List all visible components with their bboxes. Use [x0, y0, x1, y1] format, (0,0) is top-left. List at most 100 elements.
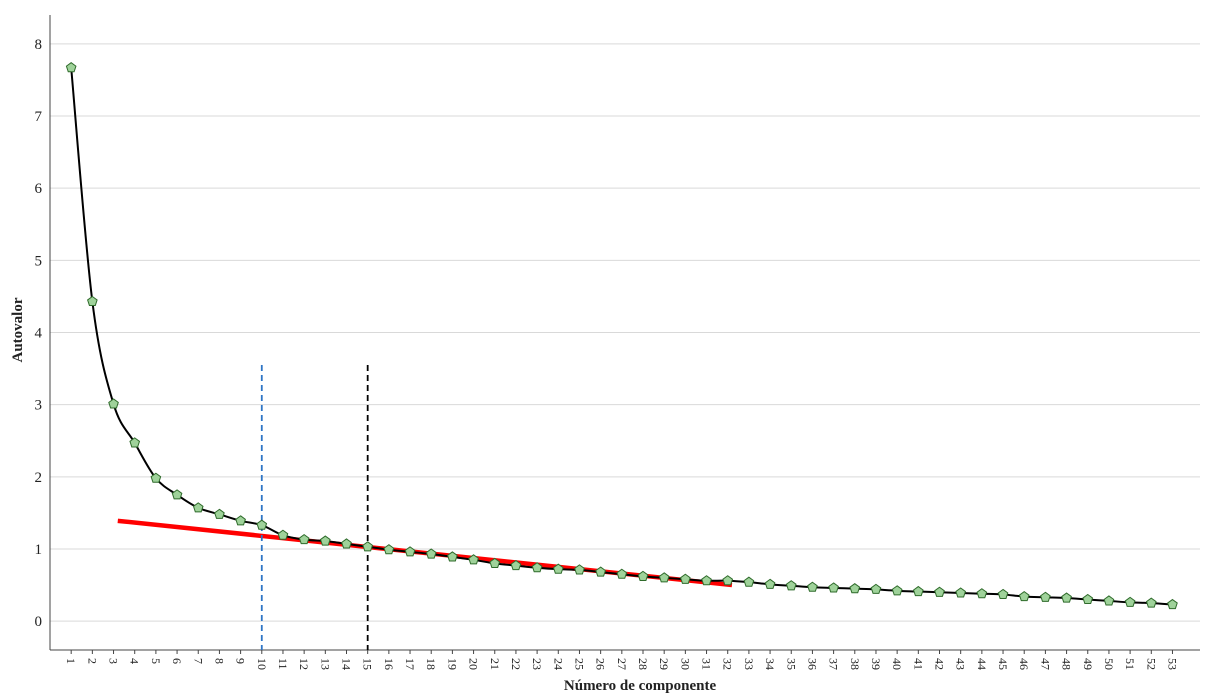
x-tick-label: 14 [340, 658, 354, 670]
gridlines [50, 43, 1200, 622]
x-axis-ticks: 1 2 3 4 5 6 7 8 9 10 11 12 13 14 15 16 17 18 19 20 21 22 23 24 2… [64, 650, 1179, 670]
x-tick-label: 1 [64, 658, 78, 664]
x-tick-label: 28 [636, 658, 650, 670]
y-tick-label: 7 [35, 109, 43, 125]
data-point-marker [891, 585, 903, 596]
data-point-marker [1167, 598, 1178, 610]
data-point-marker [743, 576, 755, 587]
annotations [117, 364, 733, 650]
x-tick-label: 9 [234, 658, 248, 664]
x-axis-title: Número de componente [564, 678, 717, 694]
x-tick-label: 43 [954, 658, 968, 670]
x-tick-label: 31 [700, 658, 714, 670]
data-point-marker [658, 572, 670, 583]
data-point-marker [574, 564, 585, 575]
data-point-marker [510, 559, 522, 571]
data-point-marker [404, 546, 416, 557]
x-tick-label: 36 [805, 658, 819, 670]
y-tick-label: 4 [35, 326, 43, 342]
data-point-marker [976, 588, 988, 599]
x-tick-label: 39 [869, 658, 883, 670]
data-point-marker [1082, 593, 1094, 605]
x-tick-label: 47 [1038, 658, 1052, 670]
data-point-marker [701, 575, 712, 586]
y-tick-label: 0 [35, 614, 43, 630]
data-point-marker [425, 548, 437, 559]
series [65, 62, 1178, 610]
data-point-marker [1145, 597, 1157, 608]
x-tick-label: 42 [933, 658, 947, 670]
x-tick-label: 29 [657, 658, 671, 670]
data-point-marker [489, 557, 501, 568]
data-point-marker [934, 586, 945, 597]
data-point-marker [552, 563, 564, 574]
data-point-marker [1040, 591, 1051, 602]
x-tick-label: 41 [911, 658, 925, 670]
data-point-marker [277, 529, 289, 540]
x-tick-label: 34 [763, 658, 777, 670]
data-point-marker [1103, 595, 1115, 606]
data-point-marker [722, 575, 734, 586]
y-axis-ticks: 0 1 2 3 4 5 6 7 8 [35, 37, 43, 630]
x-tick-label: 19 [445, 658, 459, 670]
data-point-marker [171, 489, 183, 500]
x-tick-label: 18 [424, 658, 438, 670]
x-tick-label: 22 [509, 658, 523, 670]
x-tick-label: 35 [784, 658, 798, 670]
y-tick-label: 2 [35, 470, 43, 486]
x-tick-label: 23 [530, 658, 544, 670]
x-tick-label: 25 [572, 658, 586, 670]
x-tick-label: 26 [594, 658, 608, 670]
x-tick-label: 5 [149, 658, 163, 664]
data-point-marker [383, 544, 395, 555]
data-point-marker [912, 585, 924, 597]
data-point-marker [870, 583, 882, 594]
data-point-marker [1018, 590, 1030, 602]
data-point-marker [256, 519, 268, 530]
x-tick-label: 24 [551, 658, 565, 670]
x-tick-label: 48 [1060, 658, 1074, 670]
y-tick-label: 3 [35, 398, 43, 414]
x-tick-label: 12 [297, 658, 311, 670]
data-point-marker [637, 570, 649, 581]
x-tick-label: 51 [1123, 658, 1137, 670]
data-point-marker [214, 508, 225, 519]
x-tick-label: 45 [996, 658, 1010, 670]
data-point-marker [150, 472, 162, 483]
x-tick-label: 20 [467, 658, 481, 670]
x-tick-label: 17 [403, 658, 417, 670]
data-point-marker [468, 554, 479, 565]
data-point-marker [997, 588, 1009, 599]
data-point-marker [87, 295, 98, 307]
x-tick-label: 40 [890, 658, 904, 670]
data-point-marker [955, 587, 967, 598]
data-point-marker [1061, 592, 1072, 603]
data-point-marker [235, 515, 246, 526]
data-point-marker [616, 568, 628, 579]
data-point-marker [764, 578, 776, 589]
series-line [70, 67, 1173, 606]
x-tick-label: 7 [191, 658, 205, 664]
x-tick-label: 32 [721, 658, 735, 670]
x-tick-label: 44 [975, 658, 989, 670]
x-tick-label: 8 [212, 658, 226, 664]
data-point-marker [129, 437, 141, 448]
data-point-marker [680, 573, 691, 584]
data-point-marker [531, 562, 543, 573]
data-point-marker [362, 541, 374, 552]
x-tick-label: 30 [678, 658, 692, 670]
data-point-marker [108, 398, 119, 409]
data-point-marker [595, 566, 606, 577]
data-point-marker [319, 535, 331, 546]
x-tick-label: 4 [128, 658, 142, 664]
x-tick-label: 13 [318, 658, 332, 670]
data-point-marker [849, 583, 861, 594]
y-tick-label: 5 [35, 253, 43, 269]
x-tick-label: 37 [827, 658, 841, 670]
x-tick-label: 6 [170, 658, 184, 664]
x-tick-label: 2 [85, 658, 99, 664]
data-point-marker [192, 502, 204, 513]
x-tick-label: 38 [848, 658, 862, 670]
